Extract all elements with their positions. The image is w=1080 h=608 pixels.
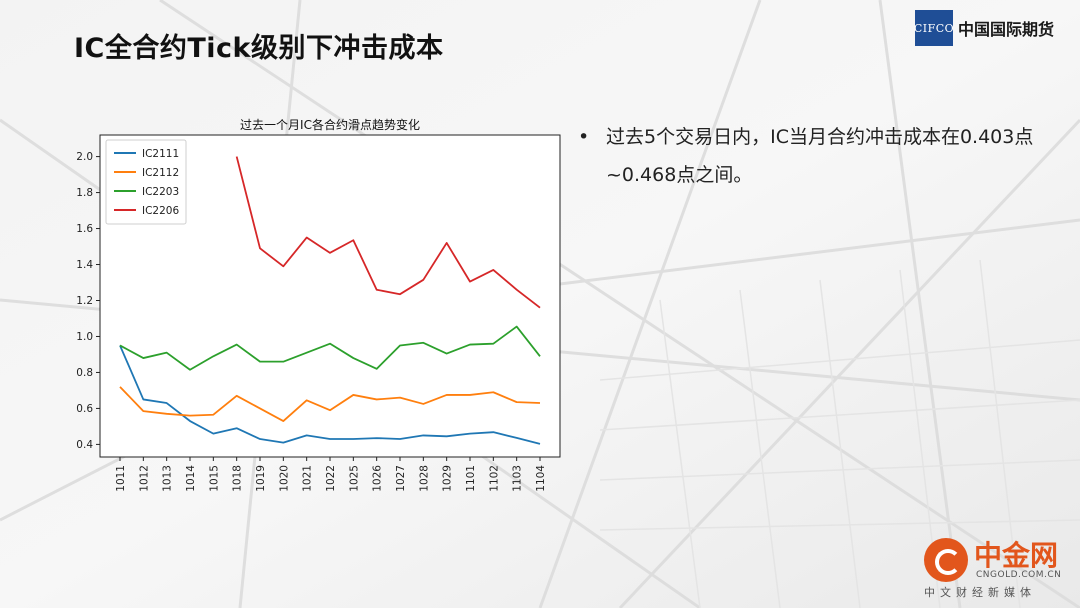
x-tick-label: 1018 <box>232 465 244 492</box>
slide-title: IC全合约Tick级别下冲击成本 <box>74 33 444 64</box>
x-axis: 1011 1012 1013 1014 1015 1018 1019 1020 1021 1022… <box>115 457 547 492</box>
x-tick-label: 1104 <box>535 465 547 492</box>
y-tick-label: 1.6 <box>76 223 93 235</box>
x-tick-label: 1027 <box>395 465 407 492</box>
legend-label: IC2111 <box>142 148 179 160</box>
logo-name: 中国国际期货 <box>958 20 1055 39</box>
watermark: 中金网 CNGOLD.COM.CN 中文财经新媒体 <box>920 532 1070 602</box>
x-tick-label: 1028 <box>418 465 430 492</box>
legend-label: IC2203 <box>142 186 179 198</box>
x-tick-label: 1103 <box>512 465 524 492</box>
legend-label: IC2112 <box>142 167 179 179</box>
y-tick-label: 1.4 <box>76 259 93 271</box>
bullet-point: • 过去5个交易日内，IC当月合约冲击成本在0.403点~0.468点之间。 <box>578 118 1048 194</box>
y-tick-label: 0.6 <box>76 403 93 415</box>
x-tick-label: 1011 <box>115 465 127 492</box>
bullet-marker: • <box>578 126 590 148</box>
x-tick-label: 1014 <box>185 465 197 492</box>
x-tick-label: 1026 <box>372 465 384 492</box>
legend-box <box>105 139 187 225</box>
company-logo: CIFCO 中国国际期货 <box>914 10 1055 46</box>
watermark-url: CNGOLD.COM.CN <box>976 570 1062 580</box>
x-tick-label: 1020 <box>278 465 290 492</box>
x-tick-label: 1019 <box>255 465 267 492</box>
series-line-ic2206 <box>235 156 541 309</box>
y-tick-label: 1.0 <box>76 331 93 343</box>
x-tick-label: 1015 <box>208 465 220 492</box>
y-tick-label: 2.0 <box>76 151 93 163</box>
x-tick-label: 1013 <box>162 465 174 492</box>
watermark-media: 中文财经新媒体 <box>924 586 1036 599</box>
legend-label: IC2206 <box>142 205 179 217</box>
x-tick-label: 1029 <box>442 465 454 492</box>
series-lines <box>119 156 541 445</box>
y-tick-label: 0.4 <box>76 439 93 451</box>
x-tick-label: 1101 <box>465 465 477 492</box>
x-tick-label: 1102 <box>488 465 500 492</box>
x-tick-label: 1022 <box>325 465 337 492</box>
series-line-ic2111 <box>119 345 541 445</box>
chart-legend: IC2111 IC2112 IC2203 IC2206 <box>105 139 187 225</box>
y-axis: 0.4 0.6 0.8 1.0 1.2 1.4 1.6 1.8 2.0 <box>76 151 100 451</box>
chart-title: 过去一个月IC各合约滑点趋势变化 <box>240 117 420 132</box>
bullet-text: 过去5个交易日内，IC当月合约冲击成本在0.403点~0.468点之间。 <box>606 126 1034 186</box>
slippage-line-chart: 过去一个月IC各合约滑点趋势变化 0.4 0.6 0.8 1.0 1.2 1.4 1.6 1.… <box>76 117 561 492</box>
y-tick-label: 1.8 <box>76 187 93 199</box>
y-tick-label: 0.8 <box>76 367 93 379</box>
logo-mark: CIFCO <box>914 10 954 46</box>
x-tick-label: 1021 <box>302 465 314 492</box>
series-line-ic2112 <box>119 386 541 422</box>
x-tick-label: 1025 <box>348 465 360 492</box>
series-line-ic2203 <box>119 325 541 371</box>
y-tick-label: 1.2 <box>76 295 93 307</box>
watermark-name: 中金网 <box>974 539 1059 572</box>
x-tick-label: 1012 <box>138 465 150 492</box>
watermark-logo-icon <box>924 538 968 582</box>
